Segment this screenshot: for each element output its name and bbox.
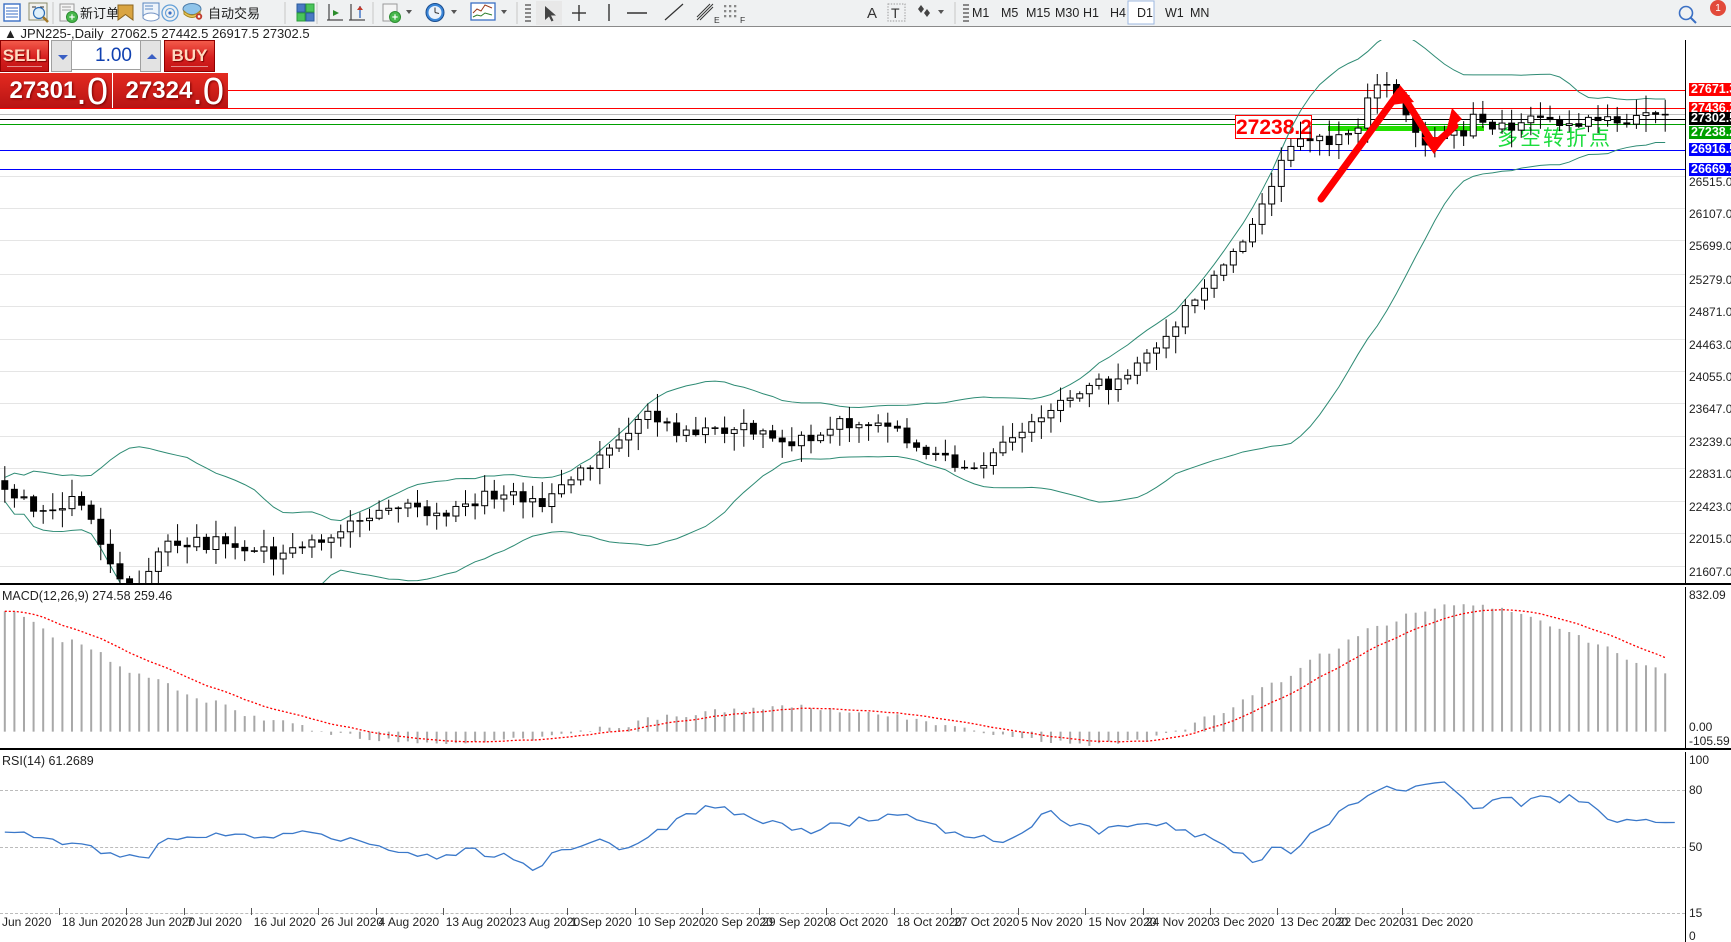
svg-text:M1: M1 bbox=[972, 6, 989, 20]
svg-text:自动交易: 自动交易 bbox=[208, 6, 260, 21]
svg-text:MN: MN bbox=[1190, 6, 1209, 20]
svg-text:新订单: 新订单 bbox=[80, 6, 119, 21]
svg-text:M5: M5 bbox=[1001, 6, 1018, 20]
svg-text:M15: M15 bbox=[1026, 6, 1050, 20]
svg-text:A: A bbox=[867, 5, 877, 22]
svg-text:H4: H4 bbox=[1110, 6, 1126, 20]
svg-text:1: 1 bbox=[1715, 3, 1721, 14]
svg-text:T: T bbox=[891, 5, 900, 21]
svg-text:W1: W1 bbox=[1165, 6, 1184, 20]
svg-text:M30: M30 bbox=[1055, 6, 1079, 20]
svg-text:E: E bbox=[714, 15, 720, 25]
svg-text:D1: D1 bbox=[1137, 6, 1153, 20]
svg-text:F: F bbox=[740, 15, 745, 25]
svg-text:H1: H1 bbox=[1083, 6, 1099, 20]
